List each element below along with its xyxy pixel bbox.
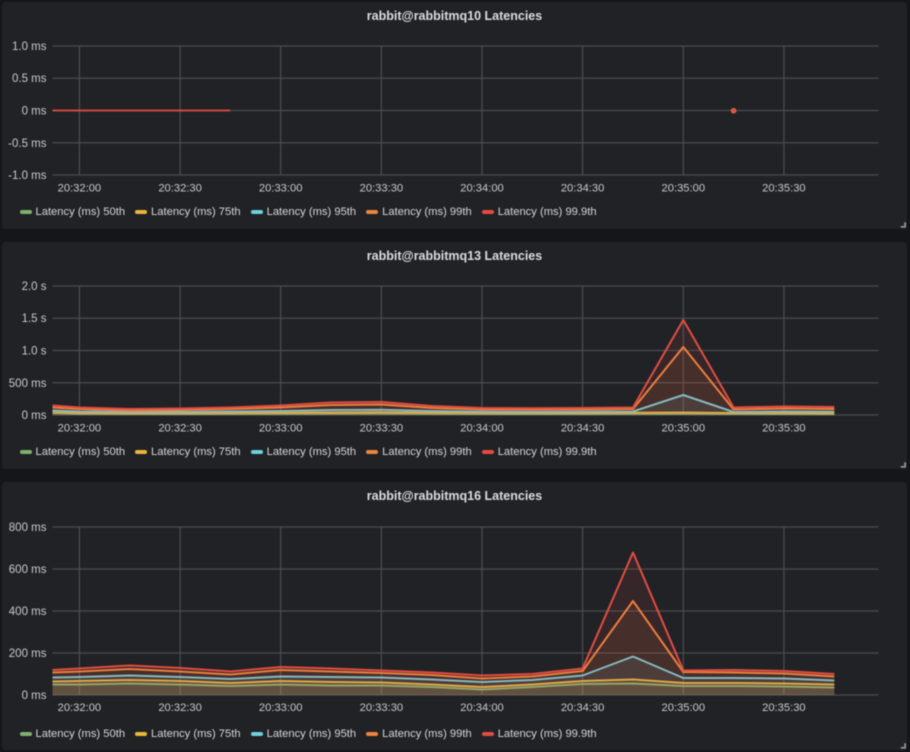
svg-text:20:32:00: 20:32:00: [58, 423, 102, 435]
svg-text:20:34:30: 20:34:30: [561, 183, 605, 195]
svg-text:20:35:30: 20:35:30: [762, 183, 806, 195]
svg-text:0 ms: 0 ms: [22, 106, 47, 118]
svg-text:20:33:30: 20:33:30: [360, 702, 404, 714]
svg-text:20:35:00: 20:35:00: [662, 702, 706, 714]
svg-text:-0.5 ms: -0.5 ms: [8, 138, 47, 150]
svg-text:2.0 s: 2.0 s: [22, 281, 47, 293]
svg-text:20:34:30: 20:34:30: [561, 423, 605, 435]
svg-text:20:34:00: 20:34:00: [460, 183, 504, 195]
svg-text:0.5 ms: 0.5 ms: [12, 73, 47, 85]
svg-text:0 ms: 0 ms: [22, 690, 47, 702]
svg-text:1.0 s: 1.0 s: [22, 346, 47, 358]
svg-text:500 ms: 500 ms: [9, 378, 47, 390]
svg-text:800 ms: 800 ms: [9, 522, 47, 534]
svg-text:400 ms: 400 ms: [9, 606, 47, 618]
svg-text:20:33:00: 20:33:00: [259, 183, 303, 195]
svg-text:20:32:30: 20:32:30: [158, 183, 202, 195]
svg-text:0 ms: 0 ms: [22, 410, 47, 422]
svg-text:20:35:00: 20:35:00: [662, 423, 706, 435]
svg-text:20:32:00: 20:32:00: [58, 183, 102, 195]
svg-text:20:32:30: 20:32:30: [158, 702, 202, 714]
svg-text:20:34:30: 20:34:30: [561, 702, 605, 714]
svg-text:20:35:30: 20:35:30: [762, 702, 806, 714]
svg-text:600 ms: 600 ms: [9, 564, 47, 576]
svg-text:20:33:00: 20:33:00: [259, 423, 303, 435]
svg-text:20:32:00: 20:32:00: [58, 702, 102, 714]
svg-text:20:34:00: 20:34:00: [460, 702, 504, 714]
svg-text:-1.0 ms: -1.0 ms: [8, 170, 47, 182]
svg-text:200 ms: 200 ms: [9, 648, 47, 660]
svg-text:20:35:30: 20:35:30: [762, 423, 806, 435]
svg-text:20:33:00: 20:33:00: [259, 702, 303, 714]
svg-text:20:35:00: 20:35:00: [662, 183, 706, 195]
svg-text:20:34:00: 20:34:00: [460, 423, 504, 435]
svg-text:1.0 ms: 1.0 ms: [12, 41, 47, 53]
svg-text:20:33:30: 20:33:30: [360, 183, 404, 195]
svg-text:1.5 s: 1.5 s: [22, 313, 47, 325]
svg-text:20:33:30: 20:33:30: [360, 423, 404, 435]
svg-text:20:32:30: 20:32:30: [158, 423, 202, 435]
